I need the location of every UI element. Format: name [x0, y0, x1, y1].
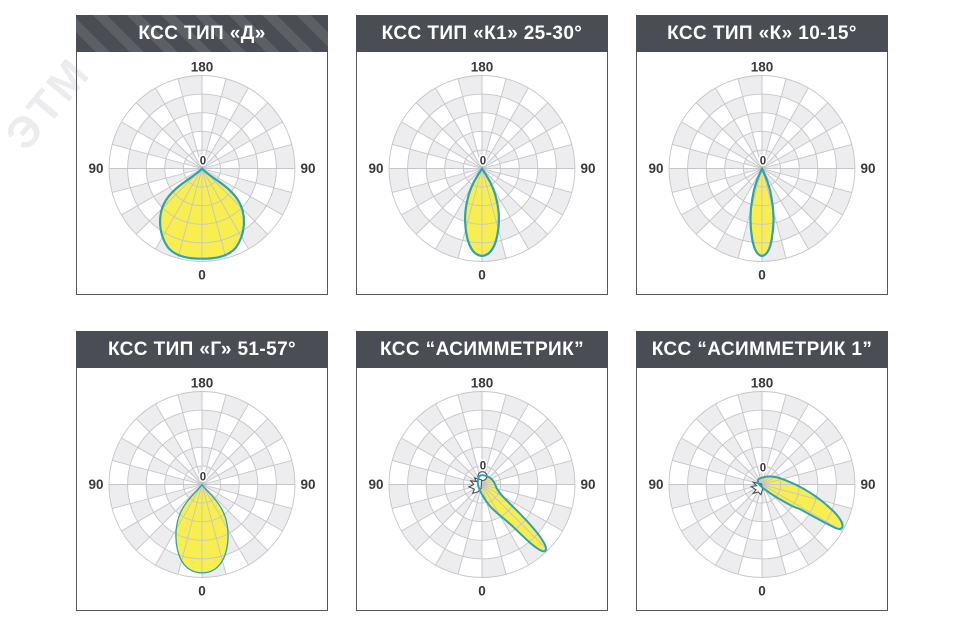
angle-label-0-bottom: 0 [198, 584, 206, 599]
panel-kss-g: КСС ТИП «Г» 51-57° 180 90 90 0 0 [76, 331, 328, 611]
angle-label-0-center: 0 [760, 156, 766, 168]
angle-label-180: 180 [191, 376, 214, 391]
panel-title-bar: КСС ТИП «К» 10-15° [636, 15, 888, 52]
polar-chart: 180 90 90 0 0 [76, 52, 328, 295]
angle-label-0-bottom: 0 [758, 584, 766, 599]
angle-label-180: 180 [751, 60, 774, 75]
angle-label-90-right: 90 [580, 161, 595, 176]
panel-title-bar: КСС ТИП «Г» 51-57° [76, 331, 328, 368]
beam-outline [758, 477, 843, 529]
panel-title-bar: КСС ТИП «К1» 25-30° [356, 15, 608, 52]
polar-chart: 180 90 90 0 0 [356, 52, 608, 295]
angle-label-90-left: 90 [88, 477, 103, 492]
panel-title-bar: КСС ТИП «Д» [76, 15, 328, 52]
angle-label-0-center: 0 [200, 156, 206, 168]
beam-outline [160, 169, 244, 259]
beam-outline [465, 169, 499, 256]
angle-label-90-right: 90 [860, 477, 875, 492]
angle-label-0-center: 0 [760, 463, 766, 475]
angle-label-180: 180 [471, 376, 494, 391]
polar-grid-cells [669, 391, 855, 578]
polar-chart: 180 90 90 0 0 [636, 52, 888, 295]
polar-grid-lines [388, 391, 576, 578]
angle-label-180: 180 [471, 60, 494, 75]
angle-label-0-bottom: 0 [758, 268, 766, 283]
polar-chart-svg: 180 90 90 0 0 [357, 60, 607, 294]
polar-chart: 180 90 90 0 0 [636, 368, 888, 611]
panel-title: КСС “АСИММЕТРИК” [380, 338, 584, 360]
angle-label-0-bottom: 0 [478, 268, 486, 283]
angle-label-90-right: 90 [860, 161, 875, 176]
polar-chart-svg: 180 90 90 0 0 [88, 376, 316, 610]
panel-kss-k: КСС ТИП «К» 10-15° 180 90 90 0 0 [636, 15, 888, 295]
beam-shape [757, 476, 843, 529]
polar-chart-svg: 180 90 90 0 0 [637, 376, 887, 610]
angle-label-180: 180 [751, 376, 774, 391]
panel-title-bar: КСС “АСИММЕТРИК” [356, 331, 608, 368]
polar-chart: 180 90 90 0 0 [356, 368, 608, 611]
panel-title: КСС “АСИММЕТРИК 1” [651, 338, 873, 360]
polar-grid-lines [668, 75, 856, 262]
angle-label-90-right: 90 [580, 477, 595, 492]
angle-label-180: 180 [191, 60, 214, 75]
panel-title: КСС ТИП «Г» 51-57° [107, 338, 297, 360]
angle-label-0-center: 0 [480, 461, 486, 473]
angle-label-0-bottom: 0 [198, 268, 206, 283]
angle-label-90-left: 90 [648, 161, 663, 176]
angle-label-0-center: 0 [480, 156, 486, 168]
panel-kss-d: КСС ТИП «Д» 180 90 90 0 0 [76, 15, 328, 295]
beam-outline [750, 169, 773, 256]
angle-label-90-left: 90 [368, 161, 383, 176]
beam-outline [176, 485, 228, 573]
angle-label-90-right: 90 [300, 161, 315, 176]
panel-title: КСС ТИП «Д» [138, 22, 266, 44]
panel-kss-k1: КСС ТИП «К1» 25-30° 180 90 90 0 0 [356, 15, 608, 295]
angle-label-0-bottom: 0 [478, 584, 486, 599]
polar-grid-lines [108, 75, 296, 262]
panel-kss-asymmetric: КСС “АСИММЕТРИК” 180 90 90 0 0 [356, 331, 608, 611]
polar-chart: 180 90 90 0 0 [76, 368, 328, 611]
beam-shape [477, 475, 546, 552]
angle-label-90-left: 90 [648, 477, 663, 492]
beam-outline [478, 475, 546, 551]
angle-label-0-center: 0 [200, 472, 206, 484]
angle-label-90-right: 90 [300, 477, 315, 492]
polar-grid-lines [668, 391, 856, 578]
polar-chart-svg: 180 90 90 0 0 [357, 376, 607, 610]
panel-kss-asymmetric-1: КСС “АСИММЕТРИК 1” 180 90 90 0 0 [636, 331, 888, 611]
panel-title-bar: КСС “АСИММЕТРИК 1” [636, 331, 888, 368]
panel-title: КСС ТИП «К1» 25-30° [381, 22, 583, 44]
angle-label-90-left: 90 [88, 161, 103, 176]
angle-label-90-left: 90 [368, 477, 383, 492]
polar-chart-svg: 180 90 90 0 0 [637, 60, 887, 294]
polar-grid-lines [108, 391, 296, 578]
polar-chart-svg: 180 90 90 0 0 [77, 60, 327, 294]
panel-title: КСС ТИП «К» 10-15° [667, 22, 857, 44]
